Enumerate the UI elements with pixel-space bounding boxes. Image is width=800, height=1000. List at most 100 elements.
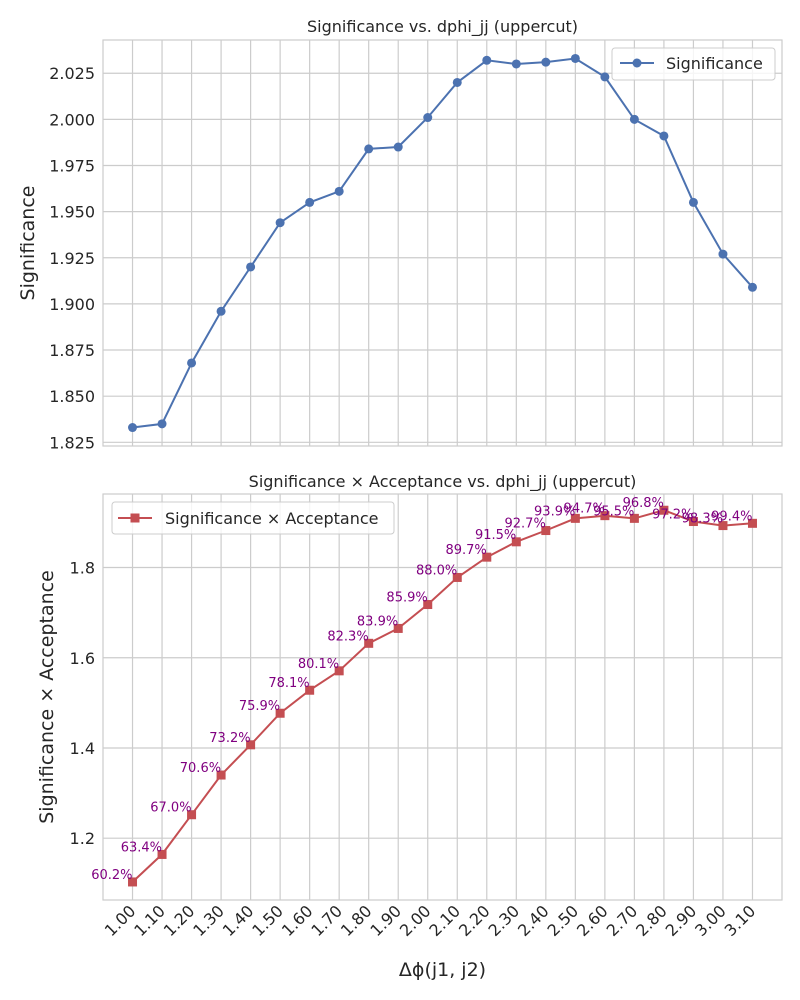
x-axis-label: Δϕ(j1, j2) <box>399 959 486 981</box>
chart-title-bottom: Significance × Acceptance vs. dphi_jj (u… <box>249 472 637 492</box>
data-point <box>511 59 521 69</box>
data-point <box>747 282 757 292</box>
y-tick-label: 2.000 <box>49 110 95 129</box>
y-axis-label-bottom: Significance × Acceptance <box>36 570 58 824</box>
acceptance-label: 83.9% <box>357 614 398 629</box>
y-tick-label: 1.900 <box>49 295 95 314</box>
x-tick-label: 1.70 <box>307 901 346 940</box>
x-tick-label: 1.20 <box>160 901 199 940</box>
data-point <box>187 358 197 368</box>
acceptance-label: 99.4% <box>711 509 752 524</box>
grid-top <box>103 40 782 446</box>
x-tick-label: 2.50 <box>544 901 583 940</box>
x-tick-label: 2.40 <box>514 901 553 940</box>
x-tick-label: 1.30 <box>189 901 228 940</box>
data-point <box>482 552 492 562</box>
data-point <box>423 600 433 610</box>
acceptance-label: 91.5% <box>475 528 516 543</box>
data-point <box>718 521 728 531</box>
data-point <box>246 262 256 272</box>
data-point <box>393 142 403 152</box>
y-tick-label: 1.975 <box>49 156 95 175</box>
significance-acceptance-panel: 60.2% 63.4% 67.0% 70.6% 73.2% 75.9% 78.1% 80.1%… <box>36 472 783 981</box>
x-tick-label: 2.60 <box>573 901 612 940</box>
x-tick-label: 2.10 <box>425 901 464 940</box>
acceptance-label: 95.5% <box>593 504 634 519</box>
data-point <box>157 419 167 429</box>
data-point <box>452 77 462 87</box>
acceptance-label: 88.0% <box>416 563 457 578</box>
series-significance <box>128 53 757 433</box>
data-point <box>187 810 197 820</box>
acceptance-label: 60.2% <box>91 868 132 883</box>
y-tick-labels-bottom: 1.2 1.4 1.6 1.8 <box>70 559 95 849</box>
x-tick-label: 2.30 <box>485 901 524 940</box>
x-tick-label: 3.00 <box>691 901 730 940</box>
x-tick-label: 1.40 <box>219 901 258 940</box>
y-tick-label: 1.875 <box>49 341 95 360</box>
x-tick-label: 2.80 <box>632 901 671 940</box>
x-tick-label: 2.90 <box>662 901 701 940</box>
legend-marker-significance <box>632 58 642 68</box>
data-point <box>629 513 639 523</box>
data-point <box>128 423 138 433</box>
data-point <box>511 537 521 547</box>
data-point <box>393 623 403 633</box>
legend-box-top <box>611 47 776 81</box>
acceptance-label: 82.3% <box>327 629 368 644</box>
x-tick-label: 1.90 <box>366 901 405 940</box>
data-point <box>275 218 285 228</box>
data-point <box>334 666 344 676</box>
acceptance-label: 70.6% <box>180 761 221 776</box>
data-point <box>600 511 610 521</box>
data-point <box>718 249 728 259</box>
legend-marker-significance-acceptance <box>130 513 140 523</box>
series-line <box>132 57 754 429</box>
acceptance-label: 92.7% <box>505 517 546 532</box>
x-tick-label: 1.80 <box>337 901 376 940</box>
acceptance-label: 85.9% <box>386 591 427 606</box>
data-point <box>364 144 374 154</box>
acceptance-label: 98.3% <box>682 512 723 527</box>
data-point <box>482 55 492 65</box>
data-point <box>570 53 580 63</box>
acceptance-annotations: 60.2% 63.4% 67.0% 70.6% 73.2% 75.9% 78.1% 80.1%… <box>91 496 752 883</box>
data-point <box>688 517 698 527</box>
series-line <box>131 509 753 883</box>
data-point <box>600 72 610 82</box>
x-tick-labels: 1.001.101.201.301.401.501.601.701.801.90… <box>101 901 760 940</box>
plot-area-top <box>103 40 782 446</box>
data-point <box>334 186 344 196</box>
legend-top: Significance <box>611 47 776 81</box>
x-tick-label: 2.00 <box>396 901 435 940</box>
x-tick-label: 2.70 <box>603 901 642 940</box>
x-tick-label: 1.60 <box>278 901 317 940</box>
data-point <box>216 306 226 316</box>
acceptance-label: 96.8% <box>623 496 664 511</box>
grid-bottom <box>103 494 782 900</box>
series-significance-acceptance <box>128 505 757 887</box>
y-tick-label: 2.025 <box>49 64 95 83</box>
data-point <box>659 131 669 141</box>
data-point <box>541 57 551 67</box>
legend-box-bottom <box>111 501 395 535</box>
y-tick-label: 1.925 <box>49 249 95 268</box>
y-tick-label: 1.4 <box>70 739 95 758</box>
plot-frame-bottom <box>102 493 783 901</box>
plot-frame-top <box>102 39 783 447</box>
plot-area-bottom <box>103 494 782 900</box>
data-point <box>423 113 433 123</box>
data-point <box>570 513 580 523</box>
acceptance-label: 63.4% <box>121 840 162 855</box>
chart-title-top: Significance vs. dphi_jj (uppercut) <box>307 17 578 37</box>
legend-label-significance-acceptance: Significance × Acceptance <box>165 509 379 528</box>
legend-label-significance: Significance <box>666 54 763 73</box>
y-tick-label: 1.825 <box>49 433 95 452</box>
data-point <box>747 518 757 528</box>
y-tick-label: 1.950 <box>49 203 95 222</box>
acceptance-label: 75.9% <box>239 699 280 714</box>
y-tick-label: 1.8 <box>70 559 95 578</box>
data-point <box>216 770 226 780</box>
y-tick-labels-top: 1.825 1.850 1.875 1.900 1.925 1.950 1.975 2.000… <box>49 64 95 452</box>
